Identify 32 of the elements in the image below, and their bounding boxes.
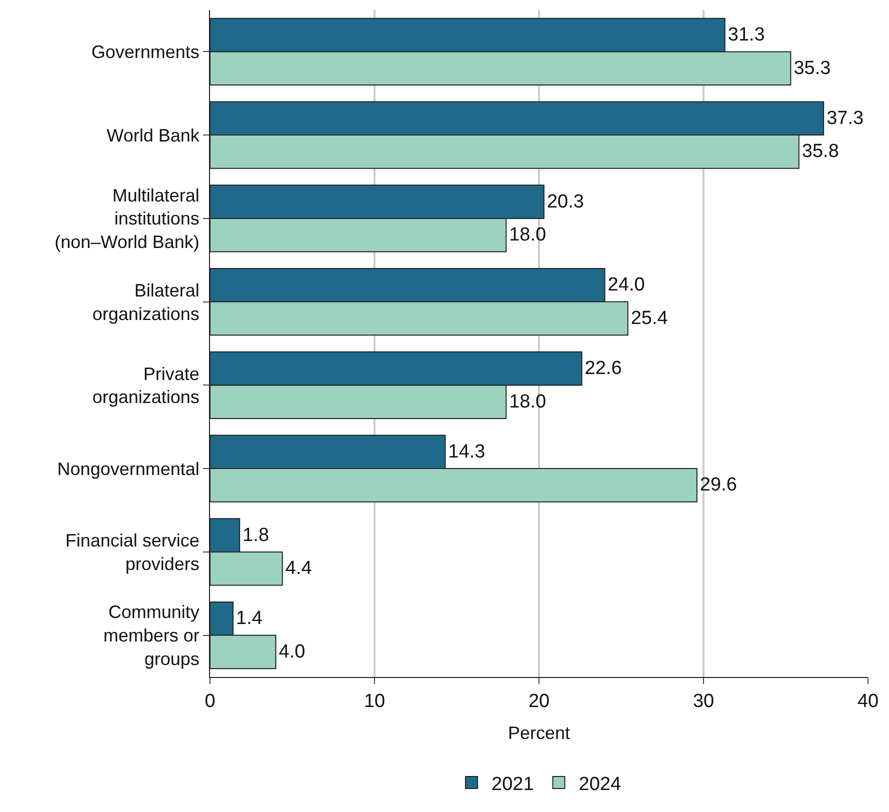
y-tick-label: Multilateral institutions (non–World Bank) bbox=[54, 185, 200, 252]
legend-label: 2024 bbox=[578, 774, 622, 795]
data-label: 18.0 bbox=[509, 391, 546, 412]
y-tick-label: Governments bbox=[91, 42, 200, 62]
data-label: 35.8 bbox=[802, 141, 839, 162]
y-tick-label: World Bank bbox=[106, 125, 200, 146]
data-label: 31.3 bbox=[728, 24, 765, 46]
y-tick-label: Community members or groups bbox=[103, 602, 200, 670]
data-label: 35.3 bbox=[794, 58, 831, 79]
data-label: 4.4 bbox=[285, 558, 312, 580]
y-tick-label: Nongovernmental bbox=[57, 458, 200, 479]
x-axis-title: Percent bbox=[508, 722, 570, 743]
x-tick-label: 10 bbox=[364, 690, 386, 712]
data-label: 4.0 bbox=[278, 641, 306, 662]
data-label: 22.6 bbox=[584, 358, 622, 380]
data-label: 25.4 bbox=[630, 308, 668, 329]
data-label: 1.8 bbox=[242, 524, 270, 546]
y-tick-label: Private organizations bbox=[92, 364, 200, 408]
data-label: 14.3 bbox=[448, 441, 486, 462]
x-tick-label: 40 bbox=[857, 690, 879, 712]
x-tick-label: 20 bbox=[528, 690, 550, 712]
data-label: 29.6 bbox=[700, 474, 737, 496]
data-label: 24.0 bbox=[608, 274, 645, 296]
y-tick-label: Bilateral organizations bbox=[92, 280, 200, 324]
data-label: 1.4 bbox=[236, 608, 263, 630]
data-label: 20.3 bbox=[546, 191, 584, 212]
data-label: 37.3 bbox=[826, 108, 864, 129]
x-tick-label: 0 bbox=[204, 690, 216, 712]
y-tick-label: Financial service providers bbox=[65, 530, 200, 574]
legend-label: 2021 bbox=[492, 774, 534, 795]
x-tick-label: 30 bbox=[692, 690, 714, 712]
data-label: 18.0 bbox=[509, 224, 546, 246]
